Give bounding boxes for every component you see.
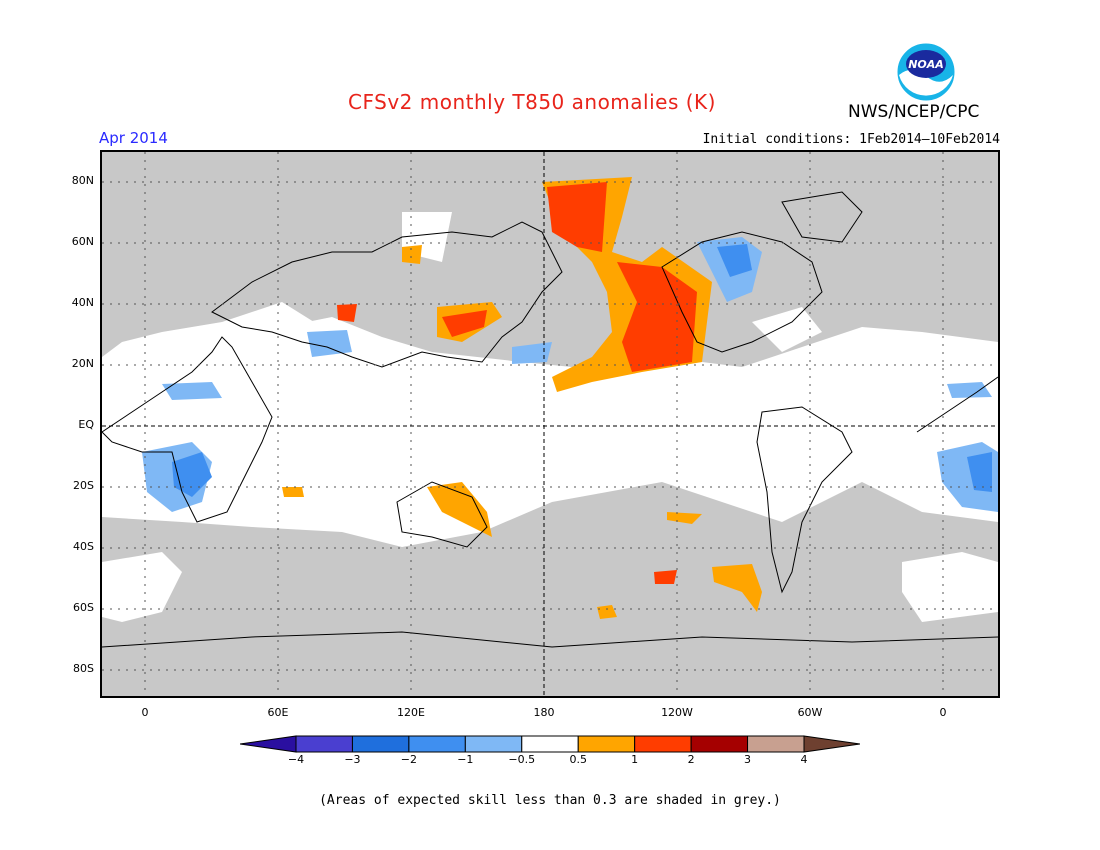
logo-text: NOAA — [908, 58, 944, 71]
lat-label: 80S — [73, 662, 94, 675]
colorbar-tick-label: 1 — [631, 753, 639, 766]
colorbar-tick-label: −0.5 — [508, 753, 536, 766]
lat-label: 20N — [71, 357, 94, 370]
colorbar-tick-label: −2 — [400, 753, 417, 766]
colorbar-segment — [577, 735, 636, 753]
anomaly-map — [100, 150, 1000, 698]
valid-month: Apr 2014 — [99, 129, 168, 147]
colorbar-segment — [240, 735, 297, 753]
equator-dateline — [102, 152, 998, 696]
lon-label: 60E — [267, 706, 289, 719]
lon-label: 60W — [797, 706, 823, 719]
lon-label: 0 — [141, 706, 149, 719]
colorbar-tick-label: −3 — [344, 753, 361, 766]
colorbar-tick-label: 2 — [687, 753, 695, 766]
noaa-logo: NOAA — [896, 42, 956, 102]
lat-label: 60S — [73, 601, 94, 614]
map-title: CFSv2 monthly T850 anomalies (K) — [348, 90, 716, 114]
graticule — [102, 152, 998, 696]
footnote: (Areas of expected skill less than 0.3 a… — [319, 793, 781, 808]
colorbar-tick-label: −4 — [287, 753, 305, 766]
lat-label: EQ — [78, 418, 94, 431]
colorbar-segment — [690, 735, 749, 753]
colorbar-tick-label: 3 — [744, 753, 752, 766]
colorbar-segment — [747, 735, 805, 753]
colorbar-segment — [351, 735, 410, 753]
lon-label: 120W — [661, 706, 693, 719]
lat-label: 40S — [73, 540, 94, 553]
lon-label: 0 — [939, 706, 947, 719]
lon-label: 180 — [533, 706, 555, 719]
colorbar-tick-label: 0.5 — [569, 753, 587, 766]
colorbar — [240, 735, 860, 753]
lat-label: 80N — [71, 174, 94, 187]
initial-conditions: Initial conditions: 1Feb2014–10Feb2014 — [702, 132, 1000, 147]
colorbar-segment — [634, 735, 692, 753]
organization-label: NWS/NCEP/CPC — [848, 102, 980, 122]
lat-label: 60N — [71, 235, 94, 248]
colorbar-tick-label: −1 — [457, 753, 474, 766]
colorbar-segment — [464, 735, 523, 753]
lat-label: 20S — [73, 479, 94, 492]
lon-label: 120E — [397, 706, 425, 719]
colorbar-segment — [408, 735, 466, 753]
coastlines — [102, 191, 998, 648]
colorbar-segment — [521, 735, 579, 753]
cold-anomalies-strong — [172, 244, 992, 497]
colorbar-segment — [295, 735, 353, 753]
neutral-regions — [102, 212, 998, 622]
colorbar-segment — [803, 735, 860, 753]
map-canvas — [102, 152, 998, 696]
lat-label: 40N — [71, 296, 94, 309]
colorbar-tick-label: 4 — [800, 753, 808, 766]
